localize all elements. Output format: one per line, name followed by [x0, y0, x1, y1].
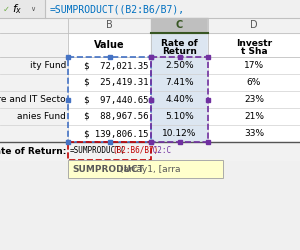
Bar [149, 98, 153, 102]
Text: Rate of Return:: Rate of Return: [0, 146, 66, 156]
Bar [208, 91, 300, 108]
Bar [151, 91, 208, 108]
Bar [68, 160, 223, 178]
Bar [208, 108, 300, 125]
Bar [68, 74, 151, 91]
Text: 21%: 21% [244, 112, 264, 121]
Bar [68, 142, 151, 160]
Text: =SUMPRODUCT((B2:B6/B7),: =SUMPRODUCT((B2:B6/B7), [50, 4, 185, 14]
Bar [68, 108, 151, 125]
Bar [0, 0, 300, 18]
Text: $  88,967.56: $ 88,967.56 [83, 112, 148, 121]
Bar [149, 98, 153, 102]
Bar [151, 33, 208, 57]
Text: 4.40%: 4.40% [165, 95, 194, 104]
Bar [178, 55, 182, 59]
Bar [68, 91, 151, 108]
Bar [178, 140, 182, 144]
Bar [107, 140, 112, 144]
Bar [107, 55, 112, 59]
Text: 33%: 33% [244, 129, 264, 138]
Text: B: B [106, 20, 113, 30]
Bar [149, 55, 153, 59]
Bar [151, 18, 208, 33]
Text: D: D [250, 20, 258, 30]
Bar [0, 0, 45, 18]
Bar [206, 98, 210, 102]
Bar [208, 57, 300, 74]
Bar [68, 160, 223, 178]
Text: 6%: 6% [247, 78, 261, 87]
Text: (array1, [arra: (array1, [arra [120, 164, 181, 173]
Text: Investr: Investr [236, 39, 272, 48]
Bar [0, 57, 68, 74]
Text: (B2:B6/B7): (B2:B6/B7) [112, 146, 158, 156]
Bar [0, 74, 68, 91]
Bar [0, 108, 68, 125]
Bar [151, 74, 208, 91]
Text: ∨: ∨ [30, 6, 35, 12]
Text: t Sha: t Sha [241, 47, 267, 56]
Bar [208, 18, 300, 33]
Text: $f_x$: $f_x$ [12, 2, 22, 16]
Bar [151, 57, 208, 74]
Bar [66, 98, 70, 102]
Text: $ 139,806.15: $ 139,806.15 [83, 129, 148, 138]
Bar [151, 108, 208, 125]
Text: Value: Value [94, 40, 125, 50]
Bar [151, 57, 208, 142]
Bar [66, 55, 70, 59]
Text: $  25,419.31: $ 25,419.31 [83, 78, 148, 87]
Text: ity Fund: ity Fund [30, 61, 66, 70]
Text: ✓: ✓ [3, 4, 10, 14]
Bar [151, 125, 208, 142]
Text: 5.10%: 5.10% [165, 112, 194, 121]
Bar [206, 140, 210, 144]
Bar [208, 125, 300, 142]
Text: ,C2:C: ,C2:C [148, 146, 171, 156]
Bar [68, 57, 151, 142]
Bar [68, 18, 151, 33]
Bar [0, 18, 68, 33]
Bar [0, 142, 300, 160]
Text: ture and IT Secto: ture and IT Secto [0, 95, 66, 104]
Text: 17%: 17% [244, 61, 264, 70]
Bar [68, 57, 151, 74]
Bar [149, 140, 153, 144]
Text: SUMPRODUCT: SUMPRODUCT [72, 164, 144, 173]
Text: 10.12%: 10.12% [162, 129, 197, 138]
Bar [149, 55, 153, 59]
Text: $  72,021.35: $ 72,021.35 [83, 61, 148, 70]
Text: $  97,440.65: $ 97,440.65 [83, 95, 148, 104]
Bar [149, 140, 153, 144]
Bar [0, 125, 68, 142]
Text: 23%: 23% [244, 95, 264, 104]
Bar [208, 33, 300, 57]
Text: Rate of: Rate of [161, 39, 198, 48]
Text: 7.41%: 7.41% [165, 78, 194, 87]
Text: anies Fund: anies Fund [17, 112, 66, 121]
Bar [208, 74, 300, 91]
Bar [0, 33, 68, 57]
Text: C: C [176, 20, 183, 30]
Bar [0, 91, 68, 108]
Bar [0, 18, 300, 33]
Bar [68, 125, 151, 142]
Text: Return: Return [162, 47, 197, 56]
Bar [66, 140, 70, 144]
Text: 2.50%: 2.50% [165, 61, 194, 70]
Bar [68, 33, 151, 57]
Text: =SUMPRODUCT(: =SUMPRODUCT( [70, 146, 125, 156]
Bar [206, 55, 210, 59]
